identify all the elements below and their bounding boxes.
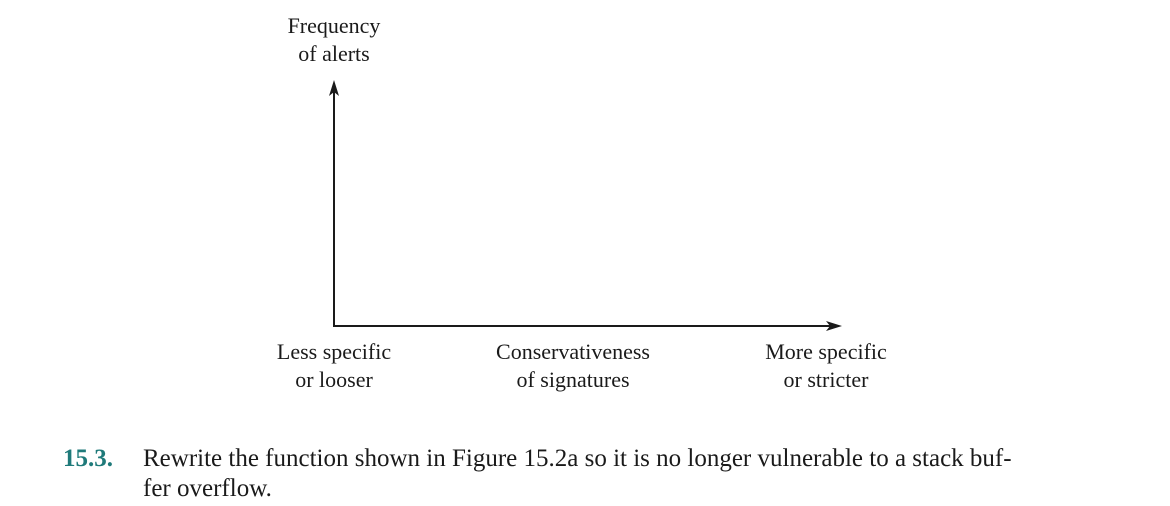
alert-frequency-figure: Frequency of alerts Less specific or loo…: [276, 13, 887, 392]
problem-text: Rewrite the function shown in Figure 15.…: [143, 444, 1123, 504]
x-axis-left-label: Less specific or looser: [276, 339, 392, 392]
problem-text-line: fer overflow.: [143, 475, 272, 502]
problem-number: 15.3.: [63, 445, 113, 472]
x-axis-label: Conservativeness of signatures: [496, 339, 650, 392]
y-axis-label: Frequency of alerts: [287, 13, 381, 66]
y-axis-arrowhead: [329, 80, 339, 96]
axes: [329, 80, 842, 331]
problem-text-line: Rewrite the function shown in Figure 15.…: [143, 445, 1012, 472]
x-axis-right-label: More specific or stricter: [765, 339, 887, 392]
x-axis-arrowhead: [826, 321, 842, 331]
